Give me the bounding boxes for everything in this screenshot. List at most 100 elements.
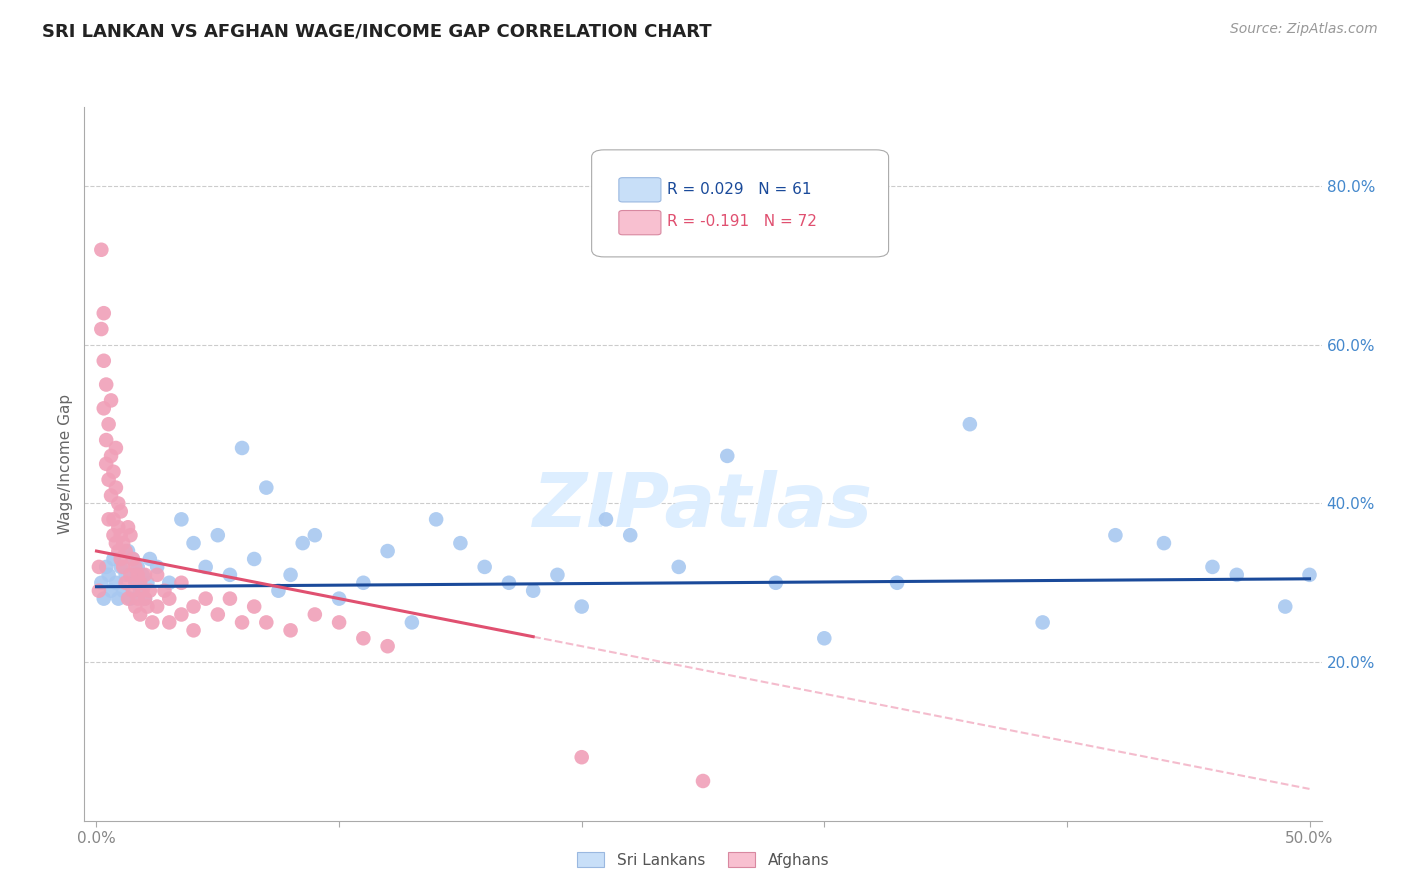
Point xyxy=(243,599,266,614)
Point xyxy=(93,353,115,368)
Point xyxy=(120,567,142,582)
Point xyxy=(692,774,714,789)
Text: ZIPatlas: ZIPatlas xyxy=(533,470,873,543)
Point xyxy=(120,528,142,542)
Point xyxy=(157,615,180,630)
Point xyxy=(1032,615,1054,630)
Point xyxy=(129,583,152,598)
Point xyxy=(207,528,229,542)
Point xyxy=(304,607,326,622)
Point xyxy=(280,567,302,582)
Point xyxy=(183,599,205,614)
Point xyxy=(117,591,139,606)
FancyBboxPatch shape xyxy=(619,211,661,235)
Point xyxy=(114,544,136,558)
Point xyxy=(425,512,447,526)
Point xyxy=(157,575,180,590)
Point xyxy=(401,615,423,630)
Point xyxy=(103,528,125,542)
Point xyxy=(1104,528,1126,542)
Point xyxy=(813,632,835,646)
Point xyxy=(1226,567,1249,582)
Point xyxy=(112,583,135,598)
Point xyxy=(87,560,110,574)
Point xyxy=(254,481,277,495)
Point xyxy=(122,552,145,566)
Point xyxy=(114,567,136,582)
Point xyxy=(127,560,149,574)
Point xyxy=(104,575,127,590)
Point xyxy=(1274,599,1296,614)
Point xyxy=(107,520,129,534)
Point xyxy=(1153,536,1175,550)
Point xyxy=(243,552,266,566)
Point xyxy=(103,512,125,526)
Point xyxy=(136,599,159,614)
Point xyxy=(97,567,120,582)
Point xyxy=(146,560,169,574)
Point xyxy=(124,599,146,614)
Point xyxy=(100,449,122,463)
Point xyxy=(93,306,115,320)
Point xyxy=(96,433,118,447)
Point xyxy=(352,632,374,646)
Point xyxy=(139,552,162,566)
Point xyxy=(124,560,146,574)
Text: SRI LANKAN VS AFGHAN WAGE/INCOME GAP CORRELATION CHART: SRI LANKAN VS AFGHAN WAGE/INCOME GAP COR… xyxy=(42,22,711,40)
Legend: Sri Lankans, Afghans: Sri Lankans, Afghans xyxy=(571,846,835,873)
Point xyxy=(219,567,242,582)
Point xyxy=(328,615,350,630)
Point xyxy=(131,583,153,598)
Point xyxy=(449,536,471,550)
Point xyxy=(328,591,350,606)
Point xyxy=(886,575,908,590)
Point xyxy=(136,575,159,590)
Point xyxy=(90,575,112,590)
Point xyxy=(112,560,135,574)
Point xyxy=(122,552,145,566)
Point xyxy=(96,457,118,471)
Point xyxy=(96,560,118,574)
Point xyxy=(194,560,217,574)
Point xyxy=(546,567,568,582)
Point xyxy=(139,583,162,598)
Text: Source: ZipAtlas.com: Source: ZipAtlas.com xyxy=(1230,22,1378,37)
Point xyxy=(170,512,193,526)
Point xyxy=(127,567,149,582)
Point xyxy=(498,575,520,590)
FancyBboxPatch shape xyxy=(619,178,661,202)
Point xyxy=(107,591,129,606)
Point xyxy=(716,449,738,463)
Point xyxy=(377,544,399,558)
Point xyxy=(474,560,496,574)
Point xyxy=(110,504,132,518)
Point xyxy=(134,591,156,606)
Point xyxy=(304,528,326,542)
Point xyxy=(87,583,110,598)
Point xyxy=(100,583,122,598)
Point xyxy=(668,560,690,574)
Point xyxy=(207,607,229,622)
Point xyxy=(117,520,139,534)
Point xyxy=(110,560,132,574)
Point xyxy=(194,591,217,606)
Text: R = -0.191   N = 72: R = -0.191 N = 72 xyxy=(666,214,817,229)
Point xyxy=(1201,560,1223,574)
Point xyxy=(117,544,139,558)
Point xyxy=(107,496,129,510)
FancyBboxPatch shape xyxy=(592,150,889,257)
Point xyxy=(114,575,136,590)
Point xyxy=(127,591,149,606)
Point xyxy=(571,599,593,614)
Point xyxy=(157,591,180,606)
Point xyxy=(170,607,193,622)
Point xyxy=(112,536,135,550)
Point xyxy=(122,583,145,598)
Point xyxy=(110,528,132,542)
Point xyxy=(291,536,314,550)
Point xyxy=(1298,567,1320,582)
Point xyxy=(100,489,122,503)
Y-axis label: Wage/Income Gap: Wage/Income Gap xyxy=(58,393,73,534)
Point xyxy=(97,512,120,526)
Point xyxy=(765,575,787,590)
